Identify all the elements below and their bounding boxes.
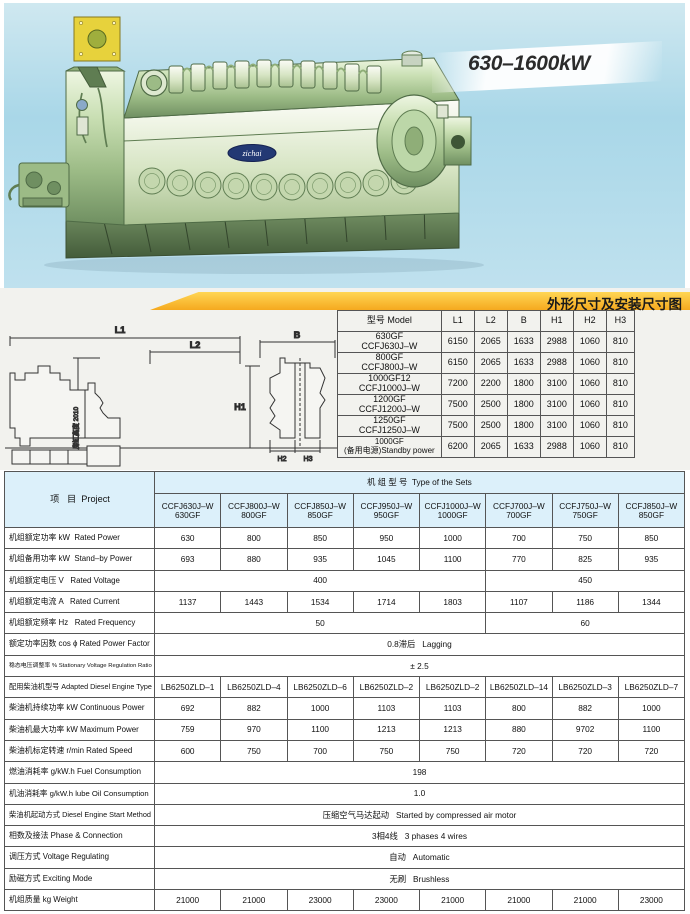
svg-text:L2: L2: [190, 340, 201, 350]
svg-text:房缸高度 2010: 房缸高度 2010: [71, 406, 80, 449]
svg-text:zichai: zichai: [241, 149, 261, 158]
svg-text:H2: H2: [278, 456, 287, 463]
svg-text:H1: H1: [234, 402, 246, 412]
svg-text:L1: L1: [115, 325, 126, 335]
svg-text:B: B: [294, 330, 301, 340]
svg-text:H3: H3: [304, 456, 313, 463]
